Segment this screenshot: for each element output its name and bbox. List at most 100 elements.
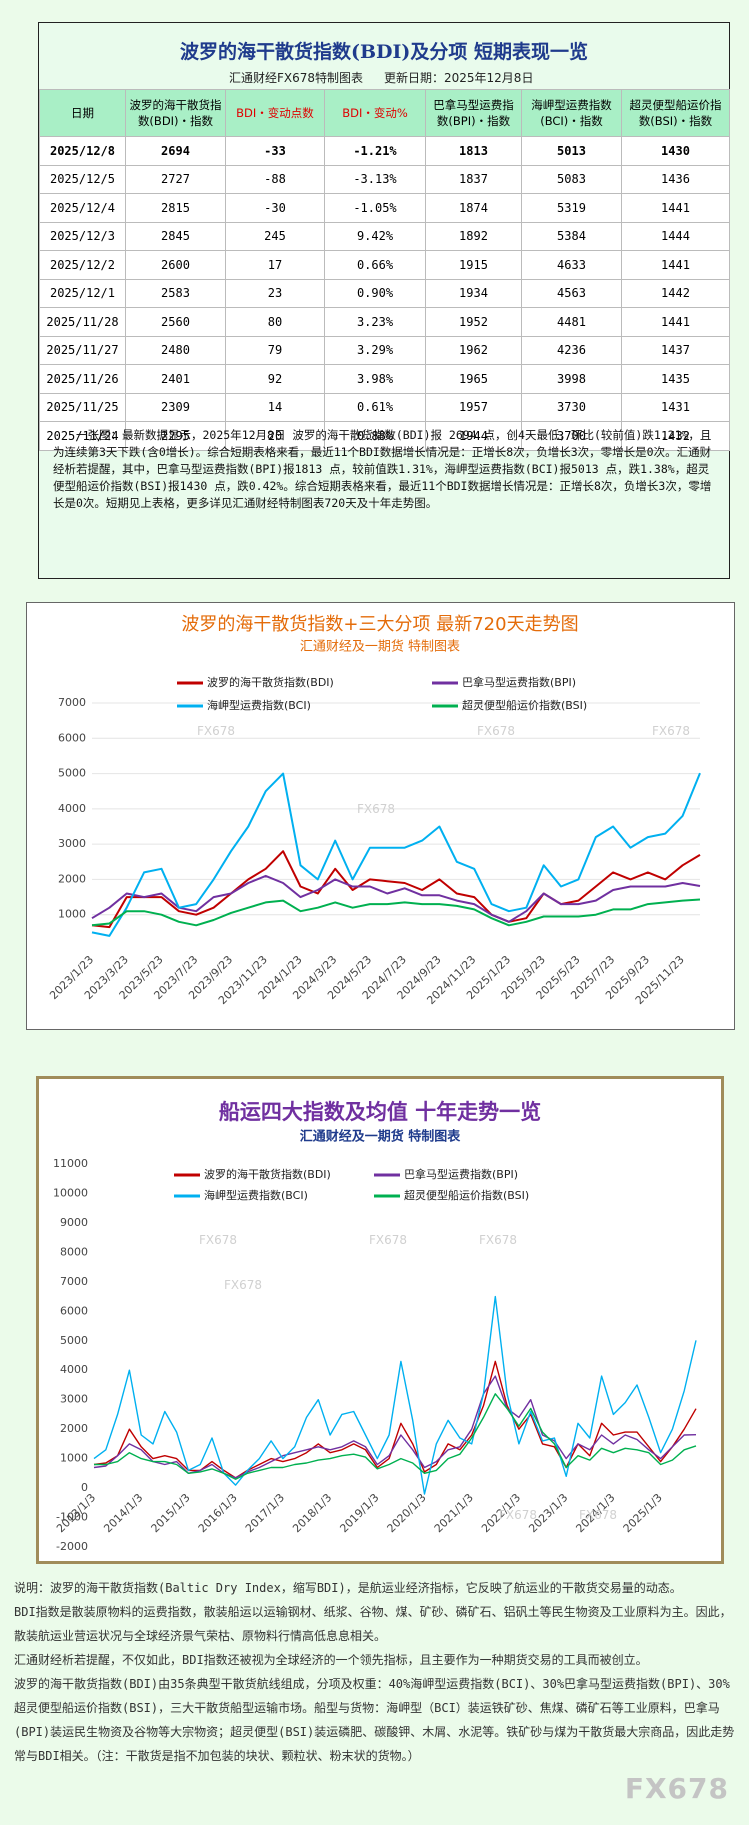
table-cell: 2025/12/3 [39, 221, 126, 251]
series-line [91, 772, 701, 937]
y-tick-label: -1000 [56, 1511, 88, 1524]
chart-title: 波罗的海干散货指数+三大分项 最新720天走势图 [181, 614, 578, 635]
x-tick-label: 2025/1/3 [621, 1491, 665, 1535]
watermark: FX678 [479, 1233, 517, 1247]
table-cell: 2025/11/24 [39, 421, 126, 451]
table-cell: 1952 [425, 307, 522, 337]
table-cell: 17 [225, 250, 325, 280]
table-row: 2025/11/24 2295 20 0.88% 1944 3700 1432 [39, 421, 730, 451]
watermark: FX678 [652, 724, 690, 738]
table-cell: 1441 [621, 307, 730, 337]
table-cell: 1934 [425, 278, 522, 308]
table-cell: 2025/11/26 [39, 364, 126, 394]
y-tick-label: 10000 [53, 1186, 88, 1199]
table-row: 2025/12/3 2845 245 9.42% 1892 5384 1444 [39, 221, 730, 251]
y-tick-label: 4000 [58, 802, 86, 815]
table-cell: 1431 [621, 392, 730, 422]
table-cell: 4481 [521, 307, 622, 337]
table-cell: 1435 [621, 364, 730, 394]
table-cell: 4633 [521, 250, 622, 280]
table-cell: 1944 [425, 421, 522, 451]
table-cell: 1444 [621, 221, 730, 251]
x-tick-label: 2014/1/3 [101, 1491, 145, 1535]
table-cell: 1432 [621, 421, 730, 451]
table-cell: 3998 [521, 364, 622, 394]
table-cell: 2025/11/27 [39, 335, 126, 365]
y-tick-label: 7000 [58, 696, 86, 709]
column-header: BDI・变动点数 [225, 89, 325, 137]
table-cell: 1430 [621, 136, 730, 166]
table-cell: 1915 [425, 250, 522, 280]
table-cell: 3.29% [324, 335, 426, 365]
table-cell: -33 [225, 136, 325, 166]
footer-paragraph: 汇通财经析若提醒，不仅如此，BDI指数还被视为全球经济的一个领先指标，且主要作为… [14, 1653, 648, 1667]
table-cell: 1957 [425, 392, 522, 422]
series-line [91, 898, 701, 927]
y-tick-label: 6000 [58, 731, 86, 744]
chart-subtitle: 汇通财经及一期货 特制图表 [300, 639, 460, 655]
table-cell: -1.21% [324, 136, 426, 166]
chart-720d: 波罗的海干散货指数+三大分项 最新720天走势图 汇通财经及一期货 特制图表 1… [26, 602, 735, 1030]
table-cell: 2694 [125, 136, 226, 166]
table-cell: 1892 [425, 221, 522, 251]
footer: 说明：波罗的海干散货指数(Baltic Dry Index，缩写BDI)，是航运… [14, 1576, 738, 1768]
table-cell: 2845 [125, 221, 226, 251]
table-cell: 2025/12/4 [39, 193, 126, 223]
x-tick-label: 2015/1/3 [149, 1491, 193, 1535]
table-cell: 3.23% [324, 307, 426, 337]
table-cell: 1437 [621, 335, 730, 365]
x-tick-label: 2018/1/3 [290, 1491, 334, 1535]
table-cell: 1441 [621, 250, 730, 280]
table-cell: 2025/11/28 [39, 307, 126, 337]
data-table: 日期 波罗的海干散货指数(BDI)・指数 BDI・变动点数 BDI・变动% 巴拿马型运费… [39, 89, 730, 451]
table-cell: 3730 [521, 392, 622, 422]
series-line [94, 1393, 697, 1480]
table-cell: 9.42% [324, 221, 426, 251]
table-cell: 2583 [125, 278, 226, 308]
series-line [91, 850, 701, 929]
table-cell: 0.61% [324, 392, 426, 422]
table-cell: 2309 [125, 392, 226, 422]
legend-label: 超灵便型船运价指数(BSI) [404, 1188, 529, 1202]
footer-paragraph: BDI指数是散装原物料的运费指数，散装船运以运输钢材、纸浆、谷物、煤、矿砂、磷矿… [14, 1605, 732, 1643]
y-tick-label: 3000 [60, 1393, 88, 1406]
table-row: 2025/11/25 2309 14 0.61% 1957 3730 1431 [39, 392, 730, 422]
table-cell: -3.13% [324, 164, 426, 194]
series-line [93, 1295, 697, 1495]
table-cell: 2815 [125, 193, 226, 223]
table-cell: 1962 [425, 335, 522, 365]
watermark: FX678 [199, 1233, 237, 1247]
table-cell: 79 [225, 335, 325, 365]
y-tick-label: 5000 [58, 767, 86, 780]
legend-label: 超灵便型船运价指数(BSI) [462, 698, 587, 712]
table-cell: 1837 [425, 164, 522, 194]
y-tick-label: 7000 [60, 1275, 88, 1288]
table-cell: 0.90% [324, 278, 426, 308]
table-cell: 0.66% [324, 250, 426, 280]
footer-paragraph: 波罗的海干散货指数(BDI)由35条典型干散货航线组成，分项及权重：40%海岬型… [14, 1677, 735, 1763]
update-date: 更新日期：2025年12月8日 [384, 71, 534, 85]
table-row: 2025/12/2 2600 17 0.66% 1915 4633 1441 [39, 250, 730, 280]
series-line [91, 874, 701, 923]
x-tick-label: 2019/1/3 [337, 1491, 381, 1535]
table-cell: 23 [225, 278, 325, 308]
y-tick-label: 0 [81, 1481, 88, 1494]
table-cell: -30 [225, 193, 325, 223]
summary: 一张图：最新数据显示，2025年12月8日 波罗的海干散货指数(BDI)报 26… [53, 428, 712, 510]
table-cell: 4236 [521, 335, 622, 365]
column-header: 巴拿马型运费指数(BPI)・指数 [425, 89, 522, 137]
table-cell: 2025/11/25 [39, 392, 126, 422]
y-tick-label: 2000 [60, 1422, 88, 1435]
table-cell: 2025/12/2 [39, 250, 126, 280]
table-row: 2025/11/28 2560 80 3.23% 1952 4481 1441 [39, 307, 730, 337]
table-cell: 4563 [521, 278, 622, 308]
chart-subtitle: 汇通财经及一期货 特制图表 [300, 1129, 462, 1145]
table-title: 波罗的海干散货指数(BDI)及分项 短期表现一览 [179, 41, 589, 63]
y-tick-label: -2000 [56, 1540, 88, 1553]
table-row: 2025/11/27 2480 79 3.29% 1962 4236 1437 [39, 335, 730, 365]
table-cell: 2600 [125, 250, 226, 280]
table-subtitle: 汇通财经FX678特制图表 [229, 71, 364, 85]
y-tick-label: 4000 [60, 1363, 88, 1376]
x-tick-label: 2016/1/3 [196, 1491, 240, 1535]
